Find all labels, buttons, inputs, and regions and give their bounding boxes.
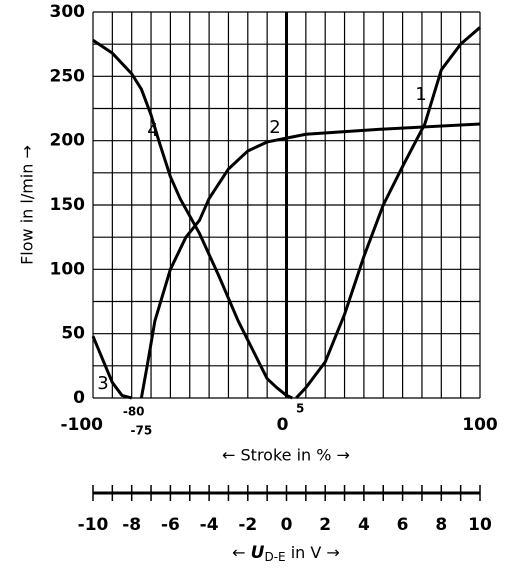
x2-label-suffix: in V → (286, 543, 340, 562)
y-tick-label: 0 (73, 388, 85, 408)
series-line (92, 39, 293, 400)
y-tick-label: 150 (50, 195, 86, 215)
x2-label-prefix: ← (232, 543, 251, 562)
x-tick-label-small: -80 (123, 405, 145, 419)
curve-label: 2 (269, 117, 280, 138)
series-line (91, 335, 133, 400)
y-tick-label: 100 (50, 259, 86, 279)
x-tick-label: 100 (462, 415, 498, 435)
x2-label-symbol: U (251, 543, 265, 563)
curve-label: 4 (147, 120, 158, 141)
series-line (139, 122, 481, 399)
x2-tick-label: 2 (319, 515, 331, 535)
x2-tick-label: -10 (78, 515, 109, 535)
x2-axis-label: ← UD-E in V → (232, 543, 340, 564)
x2-tick-label: -6 (161, 515, 180, 535)
x2-tick-label: 8 (435, 515, 447, 535)
x-tick-label: 0 (277, 415, 289, 435)
x-tick-label: -100 (60, 415, 103, 435)
x2-tick-label: -2 (238, 515, 257, 535)
x-axis-label: ← Stroke in % → (222, 446, 350, 465)
y-tick-label: 200 (50, 131, 86, 151)
x2-tick-label: 6 (397, 515, 409, 535)
y-axis-label: Flow in l/min → (18, 145, 37, 265)
curve-label: 1 (415, 84, 426, 105)
x2-tick-label: -8 (122, 515, 141, 535)
y-tick-label: 300 (50, 2, 86, 22)
x2-label-subscript: D-E (264, 550, 285, 564)
x2-tick-label: 10 (468, 515, 492, 535)
x2-tick-label: -4 (200, 515, 219, 535)
y-tick-label: 50 (61, 324, 85, 344)
curve-label: 3 (97, 373, 108, 394)
series-line (295, 26, 481, 400)
x2-tick-label: 0 (281, 515, 293, 535)
x2-tick-label: 4 (358, 515, 370, 535)
x-tick-label-small: 5 (296, 402, 304, 416)
x-tick-label-small: -75 (131, 424, 153, 438)
y-tick-label: 250 (50, 66, 86, 86)
